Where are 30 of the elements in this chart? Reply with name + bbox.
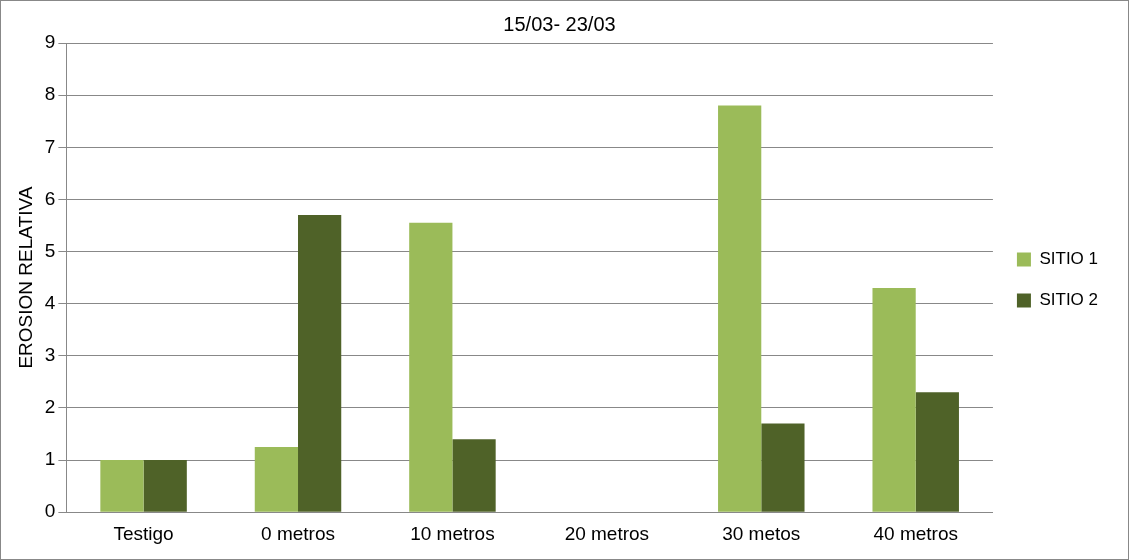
- bar: [409, 222, 453, 512]
- x-tick-label: 0 metros: [261, 522, 335, 544]
- y-tick-label: 6: [44, 187, 56, 209]
- legend-label: SITIO 1: [1039, 249, 1099, 269]
- y-tick-label: 9: [44, 31, 56, 53]
- x-tick-label: 10 metros: [410, 522, 495, 544]
- x-tick-label: Testigo: [113, 522, 174, 544]
- bar: [872, 288, 916, 512]
- x-tick-label: 40 metros: [873, 522, 958, 544]
- x-tick-label: 20 metros: [564, 522, 650, 544]
- y-tick-label: 8: [44, 83, 56, 105]
- legend-label: SITIO 2: [1039, 290, 1099, 310]
- bar: [915, 392, 959, 512]
- y-tick-label: 0: [44, 500, 56, 522]
- x-tick-label: 30 metos: [722, 522, 801, 544]
- y-axis-title: EROSION RELATIVA: [14, 186, 36, 369]
- y-tick-label: 2: [44, 396, 56, 418]
- bar: [254, 447, 299, 512]
- y-tick-label: 5: [44, 239, 56, 261]
- bar: [100, 460, 144, 512]
- bar: [452, 439, 496, 512]
- bar: [761, 423, 805, 512]
- y-tick-label: 1: [44, 448, 56, 470]
- chart-title: 15/03- 23/03: [503, 12, 616, 35]
- bar: [143, 460, 187, 512]
- y-tick-label: 3: [44, 344, 56, 366]
- bar: [298, 215, 342, 512]
- y-tick-label: 4: [44, 291, 56, 313]
- y-tick-label: 7: [44, 135, 56, 157]
- bar: [718, 105, 762, 512]
